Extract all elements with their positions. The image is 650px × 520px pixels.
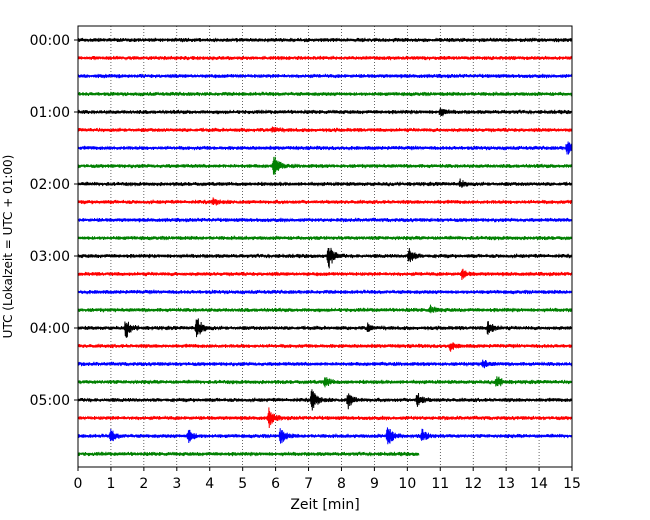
- trace-row: [77, 247, 573, 269]
- trace-row: [77, 73, 573, 79]
- x-tick-label: 3: [172, 476, 181, 492]
- trace-row: [77, 318, 573, 338]
- y-tick-label: 02:00: [30, 177, 70, 193]
- x-tick-label: 9: [370, 476, 379, 492]
- trace-row: [77, 178, 573, 188]
- trace-row: [77, 289, 573, 295]
- x-tick-label: 2: [139, 476, 148, 492]
- trace-row: [77, 376, 573, 388]
- x-tick-label: 12: [464, 476, 482, 492]
- trace-row: [77, 342, 573, 352]
- y-axis-ticks: 00:00 01:00 02:00 03:00 04:00 05:00: [30, 33, 78, 409]
- trace-row: [77, 156, 573, 175]
- x-tick-label: 14: [530, 476, 548, 492]
- trace-row: [77, 235, 573, 241]
- trace-row: [77, 389, 573, 411]
- trace-row: [77, 304, 573, 314]
- y-tick-label: 05:00: [30, 393, 70, 409]
- trace-row: [77, 268, 573, 281]
- trace-row: [77, 197, 573, 206]
- y-tick-label: 04:00: [30, 321, 70, 337]
- x-tick-label: 15: [563, 476, 581, 492]
- x-tick-label: 1: [106, 476, 115, 492]
- x-axis-label: Zeit [min]: [290, 497, 359, 513]
- y-axis-label: UTC (Lokalzeit = UTC + 01:00): [1, 155, 15, 339]
- x-tick-label: 0: [74, 476, 83, 492]
- trace-row: [77, 55, 573, 61]
- x-tick-label: 7: [304, 476, 313, 492]
- x-tick-label: 11: [431, 476, 449, 492]
- trace-row: [77, 217, 573, 223]
- trace-row: [77, 126, 573, 133]
- trace-row: [77, 107, 573, 117]
- trace-row: [77, 427, 573, 445]
- y-tick-label: 01:00: [30, 105, 70, 121]
- trace-row: [77, 37, 573, 43]
- seismic-traces: [77, 37, 573, 457]
- trace-row: [77, 451, 420, 457]
- trace-row: [77, 407, 573, 428]
- trace-row: [77, 141, 573, 155]
- x-axis-ticks: 0 1 2 3 4 5 6 7 8 9 10 11 12 13 14 15: [74, 467, 581, 492]
- trace-row: [77, 91, 573, 97]
- y-tick-label: 00:00: [30, 33, 70, 49]
- x-tick-label: 13: [497, 476, 515, 492]
- x-tick-label: 4: [205, 476, 214, 492]
- x-tick-label: 8: [337, 476, 346, 492]
- plot-frame: [77, 25, 573, 468]
- y-tick-label: 03:00: [30, 249, 70, 265]
- x-tick-label: 10: [398, 476, 416, 492]
- x-tick-label: 5: [238, 476, 247, 492]
- trace-row: [77, 359, 573, 369]
- x-tick-label: 6: [271, 476, 280, 492]
